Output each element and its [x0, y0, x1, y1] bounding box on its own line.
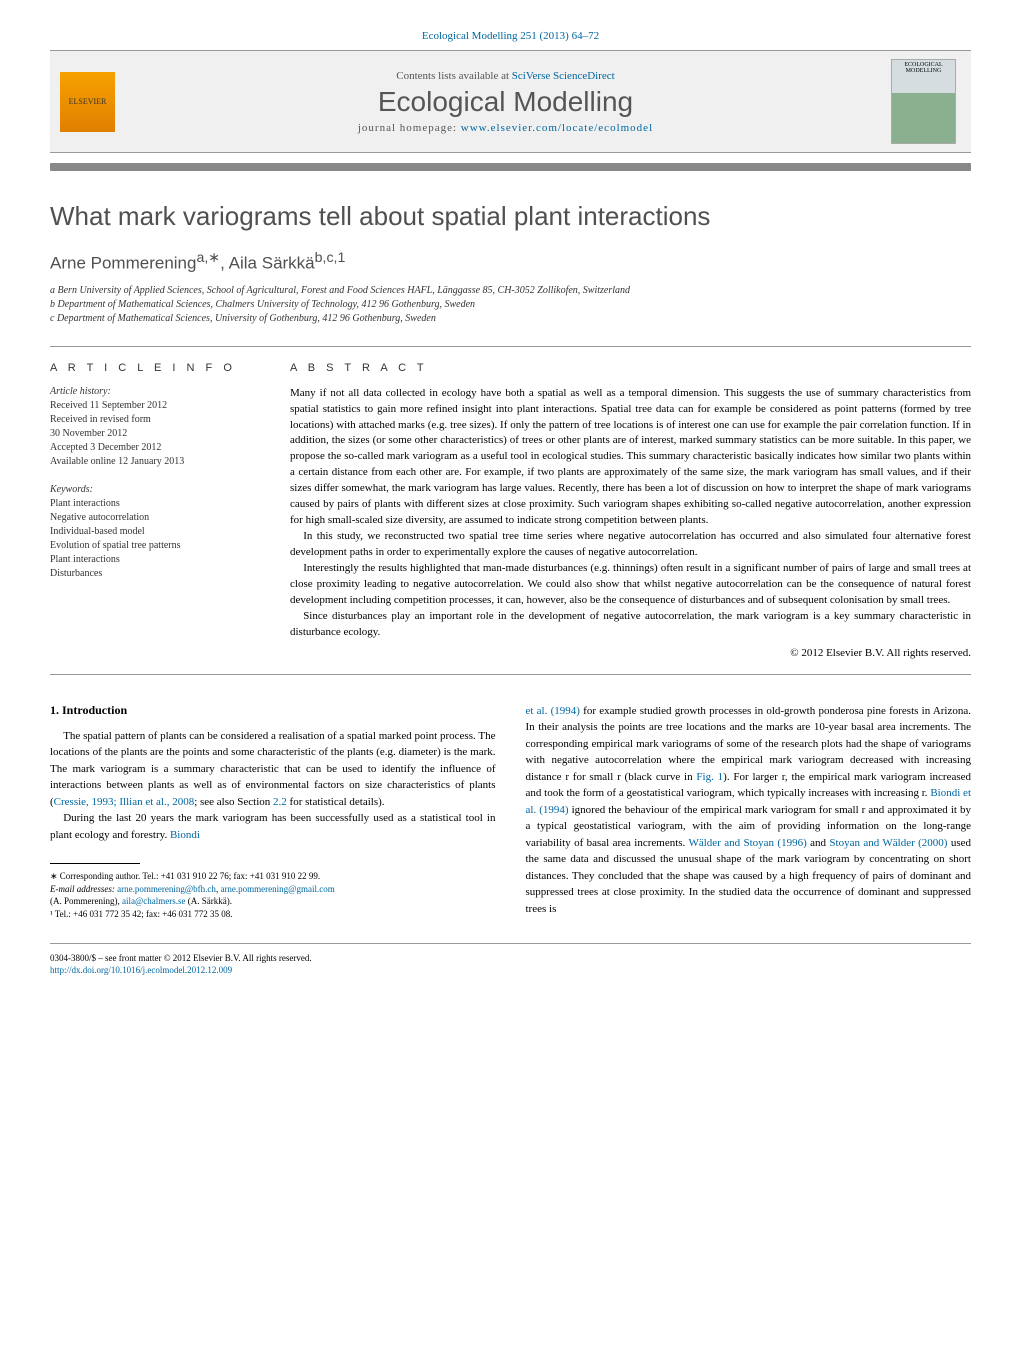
author-2: Aila Särkkä: [229, 254, 315, 273]
body-left-p1-b: ; see also Section: [194, 796, 273, 808]
footer-bar: 0304-3800/$ – see front matter © 2012 El…: [50, 943, 971, 977]
body-right-p1-d: and: [807, 837, 830, 849]
body-columns: 1. Introduction The spatial pattern of p…: [50, 703, 971, 921]
article-info: a r t i c l e i n f o Article history: R…: [50, 362, 260, 659]
online: Available online 12 January 2013: [50, 455, 260, 469]
revised-2: 30 November 2012: [50, 427, 260, 441]
affiliation-b: b Department of Mathematical Sciences, C…: [50, 298, 971, 312]
abstract-p1: Many if not all data collected in ecolog…: [290, 386, 971, 529]
keywords-block: Keywords: Plant interactions Negative au…: [50, 484, 260, 581]
cite-walder-stoyan-1996[interactable]: Wälder and Stoyan (1996): [688, 837, 806, 849]
keyword-5: Plant interactions: [50, 553, 260, 567]
author-1-sup: a,∗: [196, 250, 220, 266]
elsevier-logo: ELSEVIER: [60, 72, 115, 132]
email-1[interactable]: arne.pommerening@bfh.ch: [117, 884, 216, 894]
email-2[interactable]: arne.pommerening@gmail.com: [220, 884, 334, 894]
abstract-p2: In this study, we reconstructed two spat…: [290, 529, 971, 561]
affiliation-a: a Bern University of Applied Sciences, S…: [50, 284, 971, 298]
footnote-1: ¹ Tel.: +46 031 772 35 42; fax: +46 031 …: [50, 908, 496, 921]
abstract-p3: Interestingly the results highlighted th…: [290, 561, 971, 609]
email-3[interactable]: aila@chalmers.se: [122, 896, 186, 906]
abstract-copyright: © 2012 Elsevier B.V. All rights reserved…: [290, 647, 971, 659]
authors: Arne Pommereninga,∗, Aila Särkkäb,c,1: [50, 250, 971, 274]
article-content: What mark variograms tell about spatial …: [0, 171, 1021, 997]
footer-doi: http://dx.doi.org/10.1016/j.ecolmodel.20…: [50, 964, 971, 977]
footnote-name-1: (A. Pommerening),: [50, 896, 122, 906]
publisher-logo-cell: ELSEVIER: [50, 72, 120, 132]
history-label: Article history:: [50, 386, 260, 397]
right-column: et al. (1994) for example studied growth…: [526, 703, 972, 921]
cite-biondi-1994-a[interactable]: et al. (1994): [526, 705, 580, 717]
color-bar: [50, 163, 971, 171]
banner-center: Contents lists available at SciVerse Sci…: [120, 70, 891, 134]
cite-fig-1[interactable]: Fig. 1: [696, 771, 723, 783]
keyword-4: Evolution of spatial tree patterns: [50, 539, 260, 553]
homepage-label: journal homepage:: [358, 122, 461, 134]
article-title: What mark variograms tell about spatial …: [50, 201, 971, 232]
journal-cover-thumbnail: ECOLOGICAL MODELLING: [891, 59, 956, 144]
journal-title: Ecological Modelling: [120, 86, 891, 118]
left-column: 1. Introduction The spatial pattern of p…: [50, 703, 496, 921]
info-heading: a r t i c l e i n f o: [50, 362, 260, 374]
contents-list-text: Contents lists available at SciVerse Sci…: [120, 70, 891, 82]
keyword-2: Negative autocorrelation: [50, 511, 260, 525]
cite-stoyan-walder-2000[interactable]: Stoyan and Wälder (2000): [829, 837, 947, 849]
author-1: Arne Pommerening: [50, 254, 196, 273]
revised-1: Received in revised form: [50, 413, 260, 427]
journal-cover-cell: ECOLOGICAL MODELLING: [891, 59, 971, 144]
keywords-label: Keywords:: [50, 484, 260, 495]
footnote-names: (A. Pommerening), aila@chalmers.se (A. S…: [50, 895, 496, 908]
keyword-6: Disturbances: [50, 567, 260, 581]
footnote-divider: [50, 863, 140, 864]
body-left-p2-a: During the last 20 years the mark variog…: [50, 812, 496, 841]
footnote-emails: E-mail addresses: arne.pommerening@bfh.c…: [50, 883, 496, 896]
homepage-link[interactable]: www.elsevier.com/locate/ecolmodel: [461, 122, 653, 134]
keyword-1: Plant interactions: [50, 497, 260, 511]
contents-label: Contents lists available at: [396, 70, 511, 82]
affiliation-c: c Department of Mathematical Sciences, U…: [50, 312, 971, 326]
accepted: Accepted 3 December 2012: [50, 441, 260, 455]
journal-banner: ELSEVIER Contents lists available at Sci…: [50, 50, 971, 153]
author-2-sup: b,c,1: [315, 250, 346, 266]
received: Received 11 September 2012: [50, 399, 260, 413]
footnote-corresponding: ∗ Corresponding author. Tel.: +41 031 91…: [50, 870, 496, 883]
page-header: Ecological Modelling 251 (2013) 64–72 EL…: [0, 0, 1021, 163]
cite-section-2-2[interactable]: 2.2: [273, 796, 287, 808]
doi-link[interactable]: http://dx.doi.org/10.1016/j.ecolmodel.20…: [50, 965, 232, 975]
journal-homepage: journal homepage: www.elsevier.com/locat…: [120, 122, 891, 134]
cite-biondi[interactable]: Biondi: [170, 829, 200, 841]
footnote-name-2: (A. Särkkä).: [186, 896, 233, 906]
section-1-heading: 1. Introduction: [50, 703, 496, 718]
cite-cressie-illian[interactable]: Cressie, 1993; Illian et al., 2008: [54, 796, 195, 808]
journal-reference: Ecological Modelling 251 (2013) 64–72: [50, 30, 971, 42]
abstract-heading: a b s t r a c t: [290, 362, 971, 374]
footer-copyright: 0304-3800/$ – see front matter © 2012 El…: [50, 952, 971, 965]
keyword-3: Individual-based model: [50, 525, 260, 539]
body-right-p1: et al. (1994) for example studied growth…: [526, 703, 972, 918]
sciencedirect-link[interactable]: SciVerse ScienceDirect: [512, 70, 615, 82]
body-left-p1-c: for statistical details).: [287, 796, 385, 808]
body-left-p1: The spatial pattern of plants can be con…: [50, 728, 496, 811]
email-label: E-mail addresses:: [50, 884, 117, 894]
meta-section: a r t i c l e i n f o Article history: R…: [50, 346, 971, 675]
body-left-p2: During the last 20 years the mark variog…: [50, 810, 496, 843]
abstract: a b s t r a c t Many if not all data col…: [290, 362, 971, 659]
abstract-p4: Since disturbances play an important rol…: [290, 609, 971, 641]
